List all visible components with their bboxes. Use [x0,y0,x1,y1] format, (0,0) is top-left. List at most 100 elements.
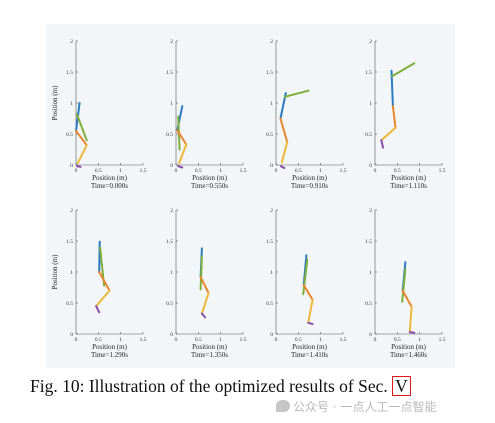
chart-3-y-tick-label: 2 [270,39,273,45]
chart-5-title: Time=1.290s [91,351,128,359]
chart-7-y-tick-label: 2 [270,208,273,214]
chart-3-x-tick-label: 0 [275,168,278,174]
chart-3-x-tick-label: 1 [319,168,322,174]
chart-7-x-tick-label: 1 [319,337,322,343]
section-reference-link[interactable]: V [392,376,411,396]
watermark-text: 公众号 · 一点人工一点智能 [293,400,437,414]
chart-8-y-tick-label: 2 [369,208,372,214]
chart-6-link-5 [200,312,206,319]
chart-7-title: Time=1.410s [291,351,328,359]
chart-4-x-tick-label: 0 [374,168,377,174]
chart-8-y-tick-label: 1.5 [365,239,372,245]
chart-2-x-tick-label: 1.5 [240,168,247,174]
chart-5-link-1 [98,240,101,273]
chart-1-x-label: Position (m) [92,174,127,182]
chart-1-y-tick-label: 1 [70,101,73,107]
chart-2-x-tick-label: 1 [219,168,222,174]
chart-4-y-tick-label: 0.5 [365,132,372,138]
chart-5-y-tick-label: 1 [70,270,73,276]
chart-8-x-tick-label: 1 [418,337,421,343]
chart-2-title: Time=0.550s [191,182,228,190]
chart-5-link-3 [98,271,111,292]
figure-caption: Fig. 10: Illustration of the optimized r… [30,376,411,397]
watermark: 公众号 · 一点人工一点智能 [276,398,436,415]
chart-6-x-tick-label: 0.5 [195,337,202,343]
chart-1-y-tick-label: 0.5 [66,132,73,138]
chart-2-x-tick-label: 0.5 [195,168,202,174]
chart-3-link-2 [283,89,310,98]
chart-8-x-tick-label: 0.5 [394,337,401,343]
chart-7-link-4 [307,298,314,324]
chart-1-x-tick-label: 1 [119,168,122,174]
chart-8-x-tick-label: 1.5 [439,337,446,343]
chart-6-y-tick-label: 2 [170,208,173,214]
chart-1-link-5 [75,165,82,168]
chart-6-y-tick-label: 0.5 [166,301,173,307]
chart-2-link-5 [177,165,184,169]
chart-8-link-4 [408,305,413,334]
chart-1-y-tick-label: 0 [70,163,73,169]
chart-4-y-tick-label: 1 [369,101,372,107]
chart-3-link-3 [279,117,289,144]
chart-4-link-5 [380,139,384,149]
chart-2-y-tick-label: 2 [170,39,173,45]
chart-3: 0 0.5 1 1.5 2 0 0.5 1 1.5 Position (m)Time=0.910s [266,39,347,190]
chart-6-y-tick-label: 1 [170,270,173,276]
chart-1-link-2 [75,113,88,142]
chart-6-x-tick-label: 1.5 [240,337,247,343]
chart-2-link-3 [176,129,188,146]
chart-7-x-tick-label: 0.5 [295,337,302,343]
chart-1-title: Time=0.000s [91,182,128,190]
chart-5-x-tick-label: 0 [75,337,78,343]
chart-3-y-tick-label: 1.5 [266,70,273,76]
chart-4-x-tick-label: 1.5 [439,168,446,174]
chart-5-x-label: Position (m) [92,343,127,351]
chart-4-link-3 [391,105,397,129]
chart-4-x-tick-label: 1 [418,168,421,174]
chart-3-y-tick-label: 0 [270,163,273,169]
chart-5-x-tick-label: 1 [119,337,122,343]
chart-1-x-tick-label: 1.5 [140,168,147,174]
chart-1-link-3 [75,129,88,147]
chart-4-x-tick-label: 0.5 [394,168,401,174]
chart-7-y-tick-label: 0 [270,332,273,338]
chart-1-y-tick-label: 1.5 [66,70,73,76]
chart-4-title: Time=1.110s [390,182,427,190]
chart-4-y-tick-label: 2 [369,39,372,45]
figure-panel: 0 0.5 1 1.5 2 0 0.5 1 1.5 Position (m) Time=0.000s… [46,24,455,368]
chart-3-link-5 [279,165,286,170]
chart-2-y-tick-label: 0 [170,163,173,169]
chart-8-title: Time=1.460s [390,351,427,359]
chart-5-y-tick-label: 0 [70,332,73,338]
chart-6-y-tick-label: 1.5 [166,239,173,245]
chart-7-x-tick-label: 0 [275,337,278,343]
chart-8-x-label: Position (m) [391,343,426,351]
chart-6-title: Time=1.350s [191,351,228,359]
chart-7-x-tick-label: 1.5 [340,337,347,343]
chart-1-y-label: Position (m) [51,85,59,120]
chart-1-x-tick-label: 0.5 [95,168,102,174]
chart-2-x-tick-label: 0 [175,168,178,174]
chart-7-link-2 [302,258,309,296]
chart-3-title: Time=0.910s [291,182,328,190]
chart-6-link-4 [200,292,210,315]
chart-5-link-4 [95,289,111,308]
chart-7-link-5 [307,321,314,326]
chart-3-x-tick-label: 0.5 [295,168,302,174]
chart-8-y-tick-label: 0.5 [365,301,372,307]
chart-4-link-4 [380,126,397,142]
chart-7-y-tick-label: 1 [270,270,273,276]
chart-7: 0 0.5 1 1.5 2 0 0.5 1 1.5 Position (m)Time=1.410s [266,208,347,359]
chart-2-y-tick-label: 0.5 [166,132,173,138]
chart-1-link-4 [76,144,88,165]
chart-5-y-tick-label: 0.5 [66,301,73,307]
chart-4-link-2 [391,62,416,78]
chart-2-x-label: Position (m) [192,174,227,182]
chart-6-x-label: Position (m) [192,343,227,351]
wechat-icon [276,400,290,412]
chart-7-y-tick-label: 1.5 [266,239,273,245]
chart-3-y-tick-label: 1 [270,101,273,107]
chart-2-link-4 [178,143,188,165]
